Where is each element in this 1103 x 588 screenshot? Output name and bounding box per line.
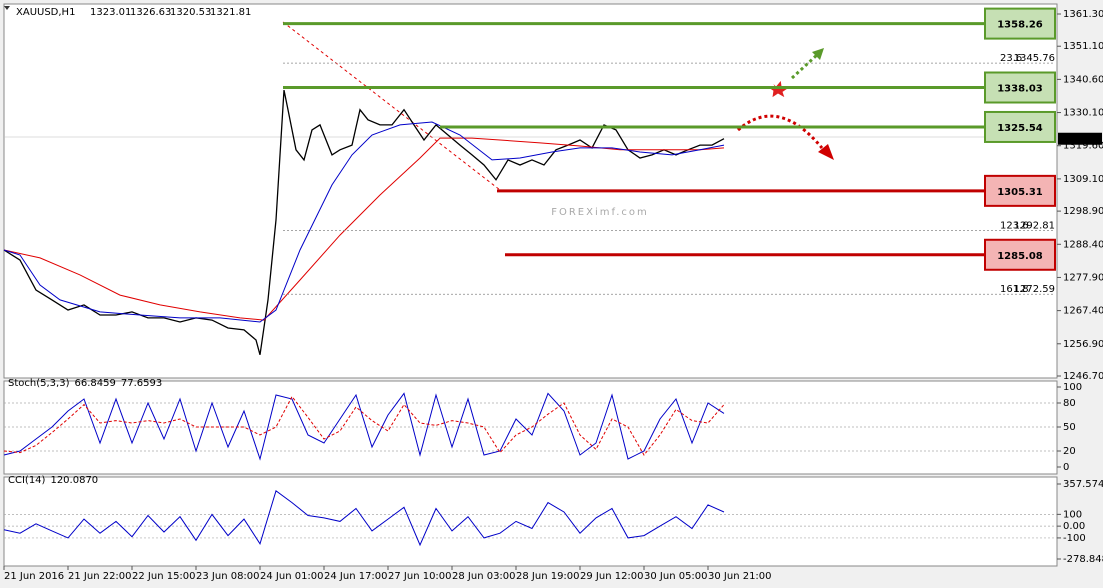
y-tick-label: 0.00: [1063, 521, 1085, 532]
fib-level-label: 23.6: [1000, 53, 1022, 64]
fib-level-label: 123.6: [1000, 220, 1029, 231]
x-tick-label: 22 Jun 15:00: [132, 571, 196, 582]
indicator-title: CCI(14): [8, 475, 46, 486]
fib-trend-line: [282, 21, 501, 191]
y-tick-label: 1267.40: [1063, 306, 1103, 317]
fib-price-label: 1345.76: [1014, 53, 1055, 64]
y-tick-label: 1361.30: [1063, 9, 1103, 20]
ohlc-value: 1326.63: [130, 7, 171, 18]
level-box: [984, 7, 1056, 40]
series-line: [3, 137, 725, 321]
level-label: 1325.54: [997, 123, 1043, 134]
y-tick-label: 0: [1063, 462, 1069, 473]
level-box: [984, 110, 1056, 143]
y-tick-label: 80: [1063, 398, 1076, 409]
series-line: [3, 395, 725, 456]
x-tick-label: 27 Jun 10:00: [388, 571, 452, 582]
indicator-readout: 66.8459: [74, 378, 115, 389]
y-tick-label: 1340.60: [1063, 74, 1103, 85]
x-tick-label: 28 Jun 03:00: [452, 571, 516, 582]
green-arrow: [790, 48, 824, 80]
data-layer: 1361.30 1351.10 1340.60 1330.10 1319.60 1309.…: [3, 7, 1103, 582]
watermark: FOREXimf.com: [551, 207, 649, 218]
series-line: [3, 489, 725, 547]
x-tick-label: 24 Jun 01:00: [260, 571, 324, 582]
x-tick-label: 24 Jun 17:00: [324, 571, 388, 582]
y-tick-label: 1351.10: [1063, 41, 1103, 52]
level-box: [984, 71, 1056, 104]
y-tick-label: 20: [1063, 446, 1076, 457]
y-tick-label: 1298.90: [1063, 206, 1103, 217]
level-box: [984, 174, 1056, 207]
price-label: 1321.81: [1061, 134, 1102, 145]
level-label: 1305.31: [997, 187, 1043, 198]
y-tick-label: 1277.90: [1063, 272, 1103, 283]
y-tick-label: 357.5743: [1063, 479, 1103, 490]
level-label: 1338.03: [997, 84, 1043, 95]
x-tick-label: 29 Jun 12:00: [580, 571, 644, 582]
indicator-readout: 120.0870: [50, 475, 98, 486]
series-line: [3, 121, 725, 323]
stoch-panel: [3, 380, 1058, 475]
level-box: [984, 238, 1056, 271]
x-tick-label: 28 Jun 19:00: [516, 571, 580, 582]
ohlc-value: 1320.53: [170, 7, 211, 18]
red-arrow: [737, 114, 834, 160]
y-tick-label: 50: [1063, 422, 1076, 433]
y-tick-label: 1319.60: [1063, 141, 1103, 152]
x-tick-label: 21 Jun 2016: [4, 571, 64, 582]
y-tick-label: 1288.40: [1063, 239, 1103, 250]
fib-level-label: 161.8: [1000, 284, 1029, 295]
y-tick-label: 100: [1063, 509, 1082, 520]
level-label: 1285.08: [997, 251, 1043, 262]
x-tick-label: 23 Jun 08:00: [196, 571, 260, 582]
x-tick-label: 30 Jun 05:00: [644, 571, 708, 582]
chart-title: XAUUSD,H1: [16, 7, 75, 18]
y-tick-label: -278.8488: [1063, 554, 1103, 565]
y-tick-label: 1309.10: [1063, 174, 1103, 185]
x-tick-label: 30 Jun 21:00: [708, 571, 772, 582]
series-line: [3, 89, 725, 355]
y-tick-label: 100: [1063, 382, 1082, 393]
ohlc-value: 1321.81: [210, 7, 251, 18]
fib-price-label: 1272.59: [1014, 284, 1055, 295]
level-label: 1358.26: [997, 20, 1043, 31]
cci-panel: [3, 476, 1058, 567]
x-tick-label: 21 Jun 22:00: [68, 571, 132, 582]
y-tick-label: -100: [1063, 533, 1086, 544]
y-tick-label: 1256.90: [1063, 339, 1103, 350]
indicator-title: Stoch(5,3,3): [8, 378, 70, 389]
indicator-readout: 77.6593: [121, 378, 162, 389]
price-box: [1058, 132, 1102, 145]
series-line: [3, 392, 725, 461]
y-tick-label: 1330.10: [1063, 108, 1103, 119]
fib-price-label: 1292.81: [1014, 220, 1055, 231]
menu-triangle: [4, 6, 10, 10]
y-tick-label: 1246.70: [1063, 371, 1103, 382]
ohlc-value: 1323.01: [90, 7, 131, 18]
